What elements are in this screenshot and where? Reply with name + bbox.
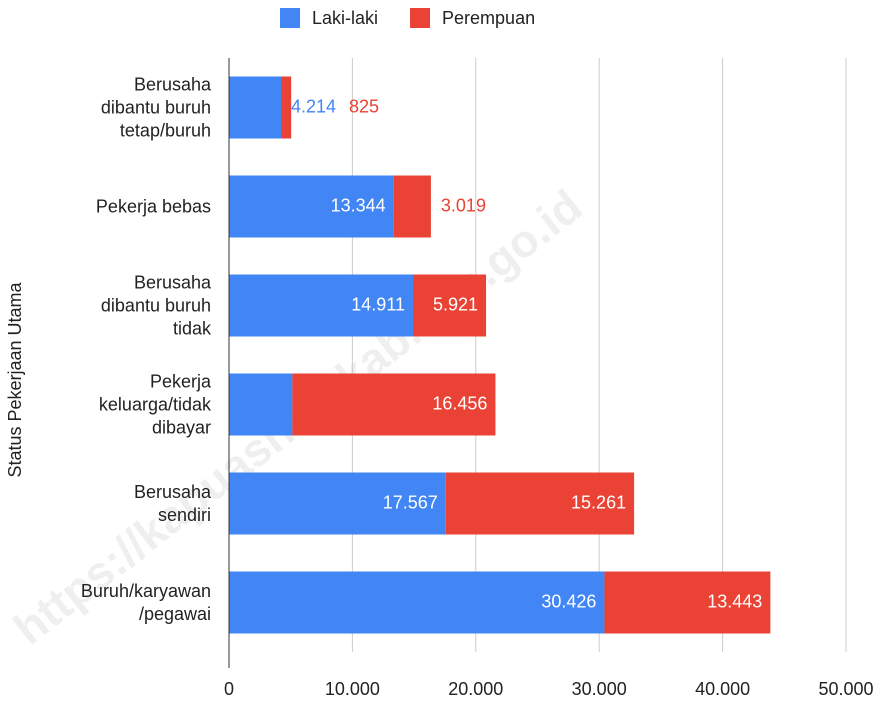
legend-label: Perempuan bbox=[442, 8, 535, 28]
bar bbox=[281, 76, 292, 139]
x-tick-label: 0 bbox=[224, 679, 234, 699]
bar bbox=[229, 76, 282, 139]
data-label: 13.344 bbox=[331, 195, 386, 215]
data-label: 17.567 bbox=[383, 492, 438, 512]
bar bbox=[604, 571, 771, 634]
bar bbox=[229, 472, 446, 535]
bar bbox=[229, 571, 605, 634]
y-tick-label: Berusaha dibantu buruh tidak bbox=[100, 272, 211, 338]
y-tick-label: Pekerja keluarga/tidak dibayar bbox=[98, 371, 211, 437]
bar bbox=[229, 175, 394, 238]
x-tick-label: 20.000 bbox=[448, 679, 503, 699]
x-tick-label: 30.000 bbox=[572, 679, 627, 699]
bar bbox=[229, 373, 293, 436]
x-tick-label: 50.000 bbox=[818, 679, 873, 699]
data-label: 4.214 bbox=[291, 96, 336, 116]
legend-label: Laki-laki bbox=[312, 8, 378, 28]
data-label: 5.921 bbox=[433, 294, 478, 314]
y-tick-label: Pekerja bebas bbox=[95, 196, 211, 216]
y-axis-label: Status Pekerjaan Utama bbox=[5, 281, 25, 477]
data-label: 825 bbox=[349, 96, 379, 116]
legend-swatch bbox=[410, 8, 431, 28]
data-label: 16.456 bbox=[432, 393, 487, 413]
x-tick-label: 40.000 bbox=[695, 679, 750, 699]
bar bbox=[292, 373, 496, 436]
data-label: 3.019 bbox=[441, 195, 486, 215]
bar bbox=[413, 274, 487, 337]
x-tick-label: 10.000 bbox=[325, 679, 380, 699]
legend-swatch bbox=[280, 8, 300, 28]
y-tick-label: Berusaha dibantu buruh tetap/buruh bbox=[100, 74, 211, 140]
data-label: 13.443 bbox=[707, 591, 762, 611]
bar bbox=[445, 472, 635, 535]
bar bbox=[393, 175, 431, 238]
bar bbox=[229, 274, 414, 337]
data-label: 14.911 bbox=[351, 294, 405, 314]
y-tick-label: Berusaha sendiri bbox=[133, 481, 211, 525]
data-label: 15.261 bbox=[571, 492, 626, 512]
y-tick-label: Buruh/karyawan /pegawai bbox=[80, 580, 211, 624]
data-label: 30.426 bbox=[541, 591, 596, 611]
